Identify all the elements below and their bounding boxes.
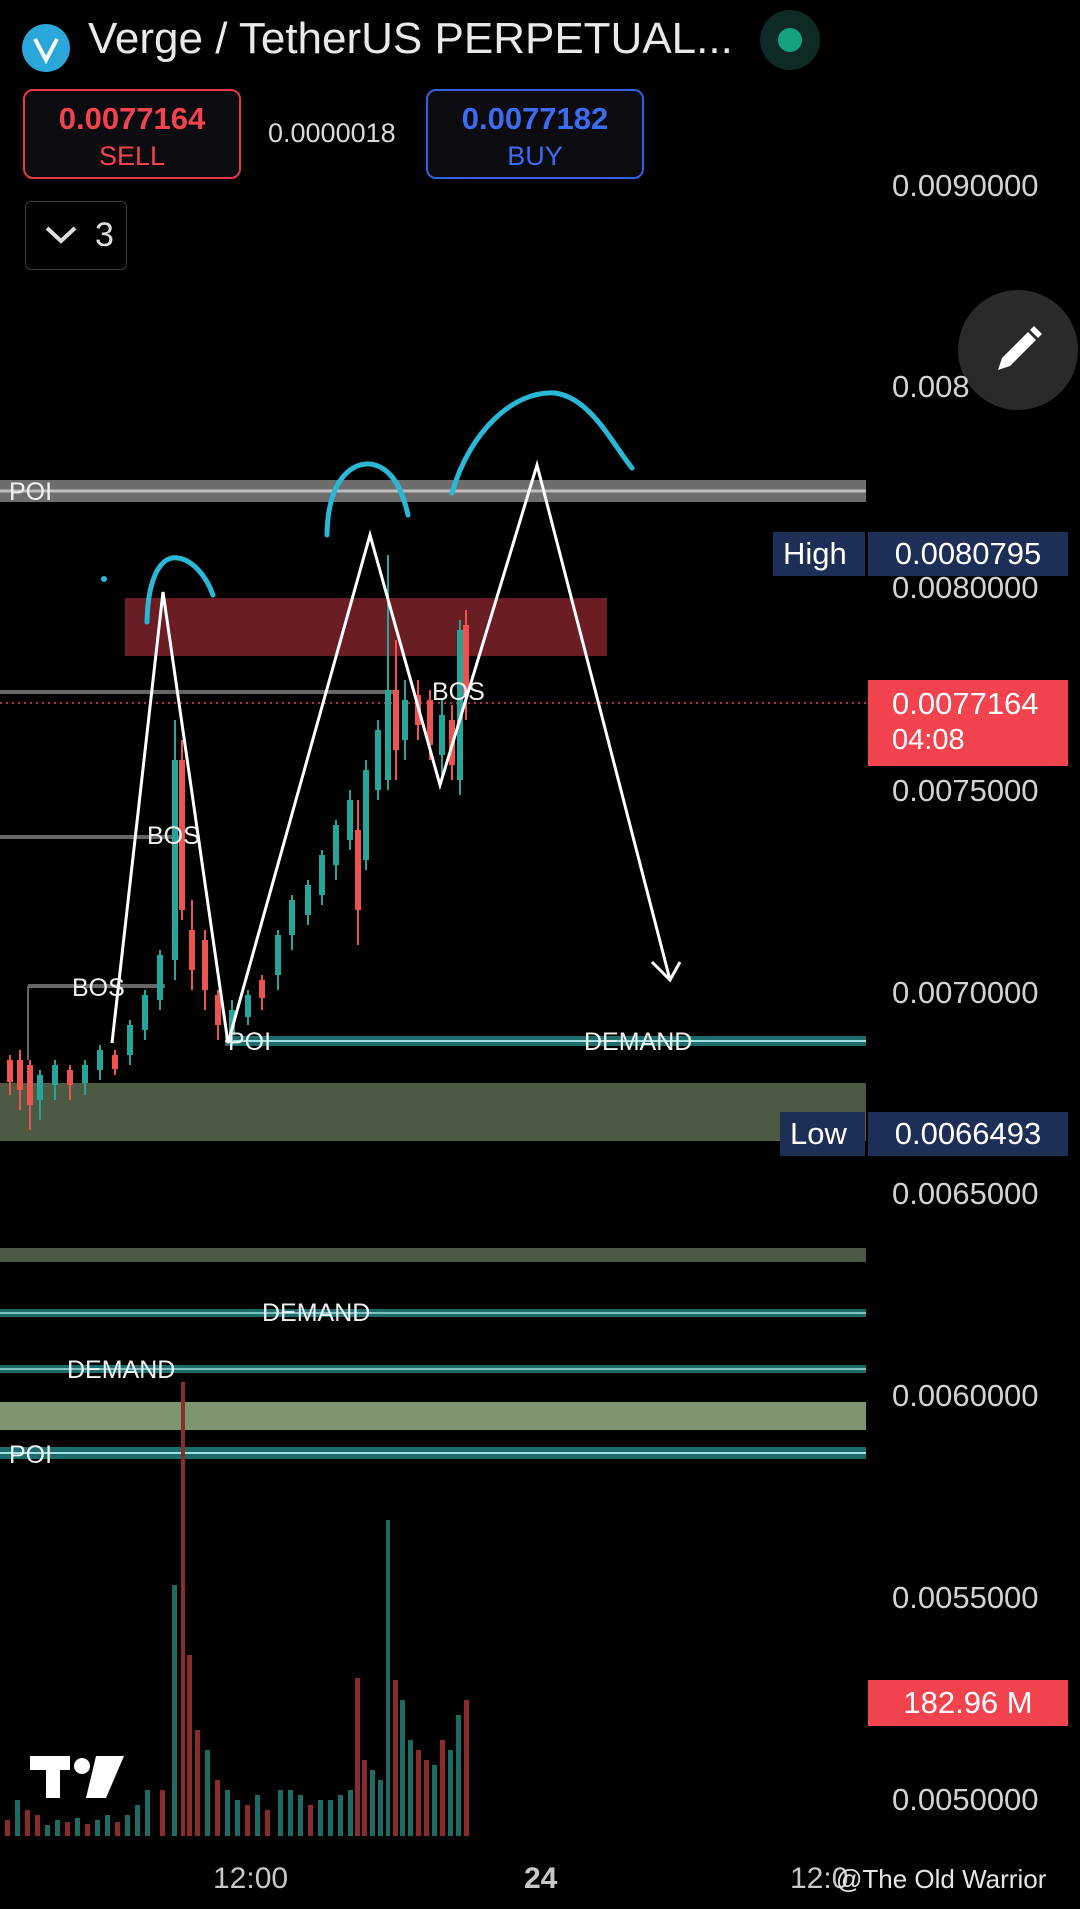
symbol-title[interactable]: Verge / TetherUS PERPETUAL...	[88, 14, 733, 63]
zigzag-path	[110, 459, 672, 1044]
time-axis-label: 12:0	[790, 1862, 849, 1895]
price-axis-label: 0.0065000	[892, 1176, 1039, 1211]
poi-label: POI	[228, 1028, 272, 1056]
supply-zone	[125, 598, 607, 656]
demand-label: DEMAND	[262, 1299, 371, 1327]
sell-button[interactable]: 0.0077164 SELL	[23, 89, 241, 179]
price-axis-label: 0.0060000	[892, 1378, 1039, 1413]
last-price-value: 0.0077164	[892, 686, 1039, 721]
bos-label: BOS	[147, 822, 200, 850]
sell-label: SELL	[98, 141, 166, 171]
buy-label: BUY	[507, 141, 563, 171]
candles	[7, 555, 469, 1130]
volume-tag: 182.96 M	[868, 1680, 1068, 1726]
poi-label: POI	[9, 478, 53, 506]
time-axis-label: 12:00	[213, 1862, 289, 1895]
author-watermark: @The Old Warrior	[836, 1864, 1047, 1894]
low-marker-label: Low	[780, 1112, 865, 1156]
spread-value: 0.0000018	[268, 118, 396, 148]
candle-countdown: 04:08	[892, 724, 965, 756]
bos-label: BOS	[432, 678, 485, 706]
high-marker-label: High	[773, 532, 865, 576]
demand-label: DEMAND	[584, 1028, 693, 1056]
indicators-collapse-button[interactable]: 3	[25, 201, 127, 270]
annotation-arcs	[144, 390, 635, 625]
volume-bars	[5, 1382, 469, 1836]
price-axis-label: 0.008	[892, 369, 970, 404]
pencil-icon	[998, 326, 1042, 370]
chevron-down-icon	[45, 226, 77, 244]
price-axis-label: 0.0070000	[892, 975, 1039, 1010]
poi-label: POI	[9, 1441, 53, 1469]
indicator-count: 3	[95, 216, 114, 254]
buy-button[interactable]: 0.0077182 BUY	[426, 89, 644, 179]
live-dot-icon	[778, 28, 802, 52]
demand-zone	[0, 1083, 866, 1141]
demand-label: DEMAND	[67, 1356, 176, 1384]
time-axis-label: 24	[524, 1862, 558, 1895]
bos-label: BOS	[72, 974, 125, 1002]
market-status-indicator	[760, 10, 820, 70]
tradingview-logo-icon	[30, 1752, 126, 1807]
symbol-logo-icon[interactable]	[22, 24, 70, 72]
buy-price: 0.0077182	[461, 101, 609, 136]
last-price-tag: 0.0077164 04:08	[868, 680, 1068, 766]
sell-price: 0.0077164	[58, 101, 206, 136]
draw-tool-button[interactable]	[958, 290, 1078, 410]
low-marker-value: 0.0066493	[868, 1112, 1068, 1156]
price-axis-label: 0.0050000	[892, 1782, 1039, 1817]
price-axis-label: 0.0075000	[892, 773, 1039, 808]
price-axis-label: 0.0090000	[892, 168, 1039, 203]
price-axis-label: 0.0055000	[892, 1580, 1039, 1615]
high-marker-value: 0.0080795	[868, 532, 1068, 576]
